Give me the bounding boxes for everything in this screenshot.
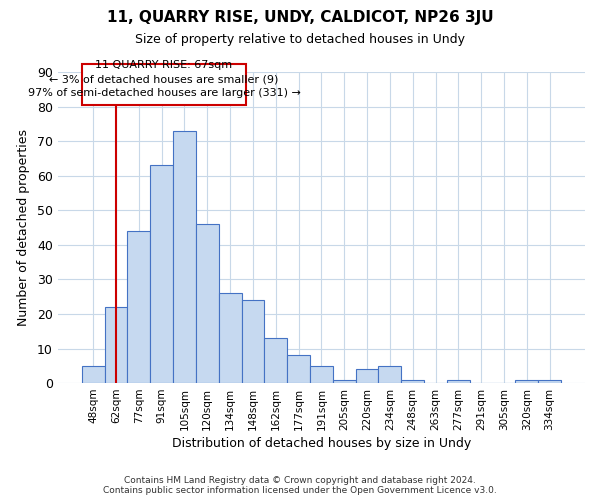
Bar: [356, 370, 379, 383]
Text: 97% of semi-detached houses are larger (331) →: 97% of semi-detached houses are larger (…: [28, 88, 301, 98]
Text: 11 QUARRY RISE: 67sqm: 11 QUARRY RISE: 67sqm: [95, 60, 233, 70]
Text: ← 3% of detached houses are smaller (9): ← 3% of detached houses are smaller (9): [49, 74, 278, 84]
Bar: [127, 231, 150, 383]
Bar: [447, 380, 470, 383]
Bar: [310, 366, 333, 383]
Y-axis label: Number of detached properties: Number of detached properties: [17, 129, 30, 326]
X-axis label: Distribution of detached houses by size in Undy: Distribution of detached houses by size …: [172, 437, 471, 450]
Bar: [379, 366, 401, 383]
Bar: [82, 64, 246, 105]
Bar: [219, 293, 242, 383]
Text: Size of property relative to detached houses in Undy: Size of property relative to detached ho…: [135, 32, 465, 46]
Bar: [150, 166, 173, 383]
Bar: [401, 380, 424, 383]
Text: Contains HM Land Registry data © Crown copyright and database right 2024.
Contai: Contains HM Land Registry data © Crown c…: [103, 476, 497, 495]
Bar: [538, 380, 561, 383]
Bar: [104, 307, 127, 383]
Bar: [333, 380, 356, 383]
Text: 11, QUARRY RISE, UNDY, CALDICOT, NP26 3JU: 11, QUARRY RISE, UNDY, CALDICOT, NP26 3J…: [107, 10, 493, 25]
Bar: [173, 131, 196, 383]
Bar: [515, 380, 538, 383]
Bar: [242, 300, 265, 383]
Bar: [287, 356, 310, 383]
Bar: [265, 338, 287, 383]
Bar: [196, 224, 219, 383]
Bar: [82, 366, 104, 383]
